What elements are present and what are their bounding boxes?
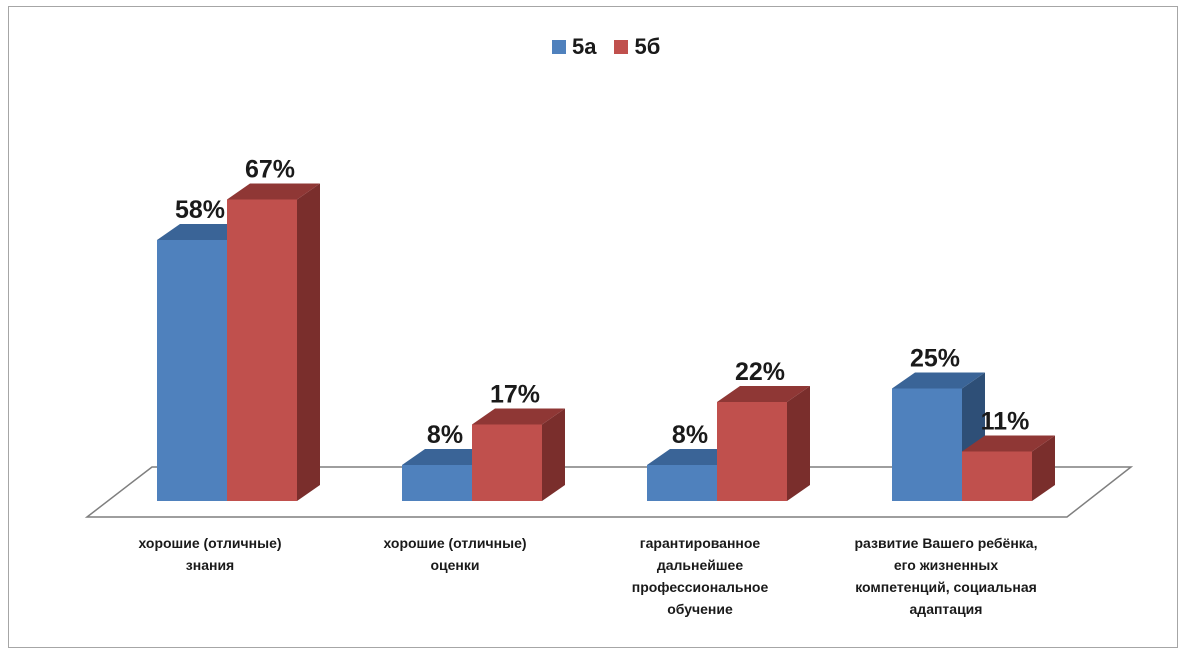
- category-label-line: гарантированное: [639, 535, 761, 551]
- data-label-5a-0: 58%: [175, 196, 225, 224]
- legend-swatch-5a: [552, 40, 566, 54]
- bar-5b-1: [472, 408, 565, 501]
- bar-5b-3: [962, 435, 1055, 501]
- bar-front-face: [472, 424, 542, 501]
- bar-front-face: [157, 240, 227, 501]
- legend: 5а 5б: [552, 34, 668, 60]
- bar-side-face: [542, 408, 565, 501]
- bar-top-face: [647, 449, 740, 465]
- category-label-1: хорошие (отличные) оценки: [340, 532, 570, 576]
- legend-item-5b: 5б: [614, 34, 660, 60]
- bar-top-face: [402, 449, 495, 465]
- bar-5b-2: [717, 386, 810, 501]
- bar-front-face: [717, 402, 787, 501]
- bar-front-face: [227, 199, 297, 501]
- bar-top-face: [472, 408, 565, 425]
- category-label-line: знания: [185, 557, 235, 573]
- legend-swatch-5b: [614, 40, 629, 54]
- bar-top-face: [157, 224, 250, 240]
- data-label-5a-2: 8%: [672, 421, 708, 449]
- legend-label-5b: 5б: [634, 34, 661, 59]
- legend-label-5a: 5а: [572, 34, 597, 59]
- chart-floor: [84, 466, 1134, 518]
- bar-top-face: [962, 435, 1055, 452]
- bars-layer: [157, 183, 1055, 501]
- data-label-5b-0: 67%: [245, 156, 295, 184]
- data-label-5a-1: 8%: [427, 421, 463, 449]
- category-label-line: развитие Вашего ребёнка,: [854, 535, 1038, 551]
- category-label-line: обучение: [667, 601, 733, 617]
- category-label-line: хорошие (отличные): [138, 535, 282, 551]
- category-label-line: компетенций, социальная: [855, 579, 1037, 595]
- category-label-line: дальнейшее: [656, 557, 744, 573]
- bar-top-face: [717, 386, 810, 402]
- category-label-line: адаптация: [909, 601, 983, 617]
- category-label-line: хорошие (отличные): [383, 535, 527, 551]
- category-label-3: развитие Вашего ребёнка, его жизненных ком…: [831, 532, 1061, 620]
- bar-front-face: [962, 451, 1032, 501]
- bar-front-face: [892, 388, 962, 501]
- category-label-line: его жизненных: [893, 557, 999, 573]
- bar-front-face: [402, 465, 472, 501]
- category-label-0: хорошие (отличные) знания: [95, 532, 325, 576]
- bar-side-face: [1032, 435, 1055, 501]
- data-label-5a-3: 25%: [910, 345, 960, 373]
- bar-side-face: [787, 386, 810, 501]
- data-label-5b-2: 22%: [735, 358, 785, 386]
- bar-top-face: [892, 372, 985, 389]
- legend-item-5a: 5а: [552, 34, 596, 60]
- data-labels-layer: 58% 67% 8% 17% 8% 22% 25% 11%: [175, 156, 1029, 450]
- category-label-2: гарантированное дальнейшее профессионально…: [585, 532, 815, 620]
- bar-top-face: [227, 183, 320, 200]
- data-label-5b-1: 17%: [490, 381, 540, 409]
- data-label-5b-3: 11%: [981, 408, 1030, 436]
- chart-svg: 58% 67% 8% 17% 8% 22% 25% 11%: [84, 156, 1134, 518]
- category-label-line: профессиональное: [631, 579, 769, 595]
- bar-side-face: [297, 183, 320, 501]
- bar-front-face: [647, 465, 717, 501]
- category-label-line: оценки: [430, 557, 480, 573]
- bar-5b-0: [227, 183, 320, 501]
